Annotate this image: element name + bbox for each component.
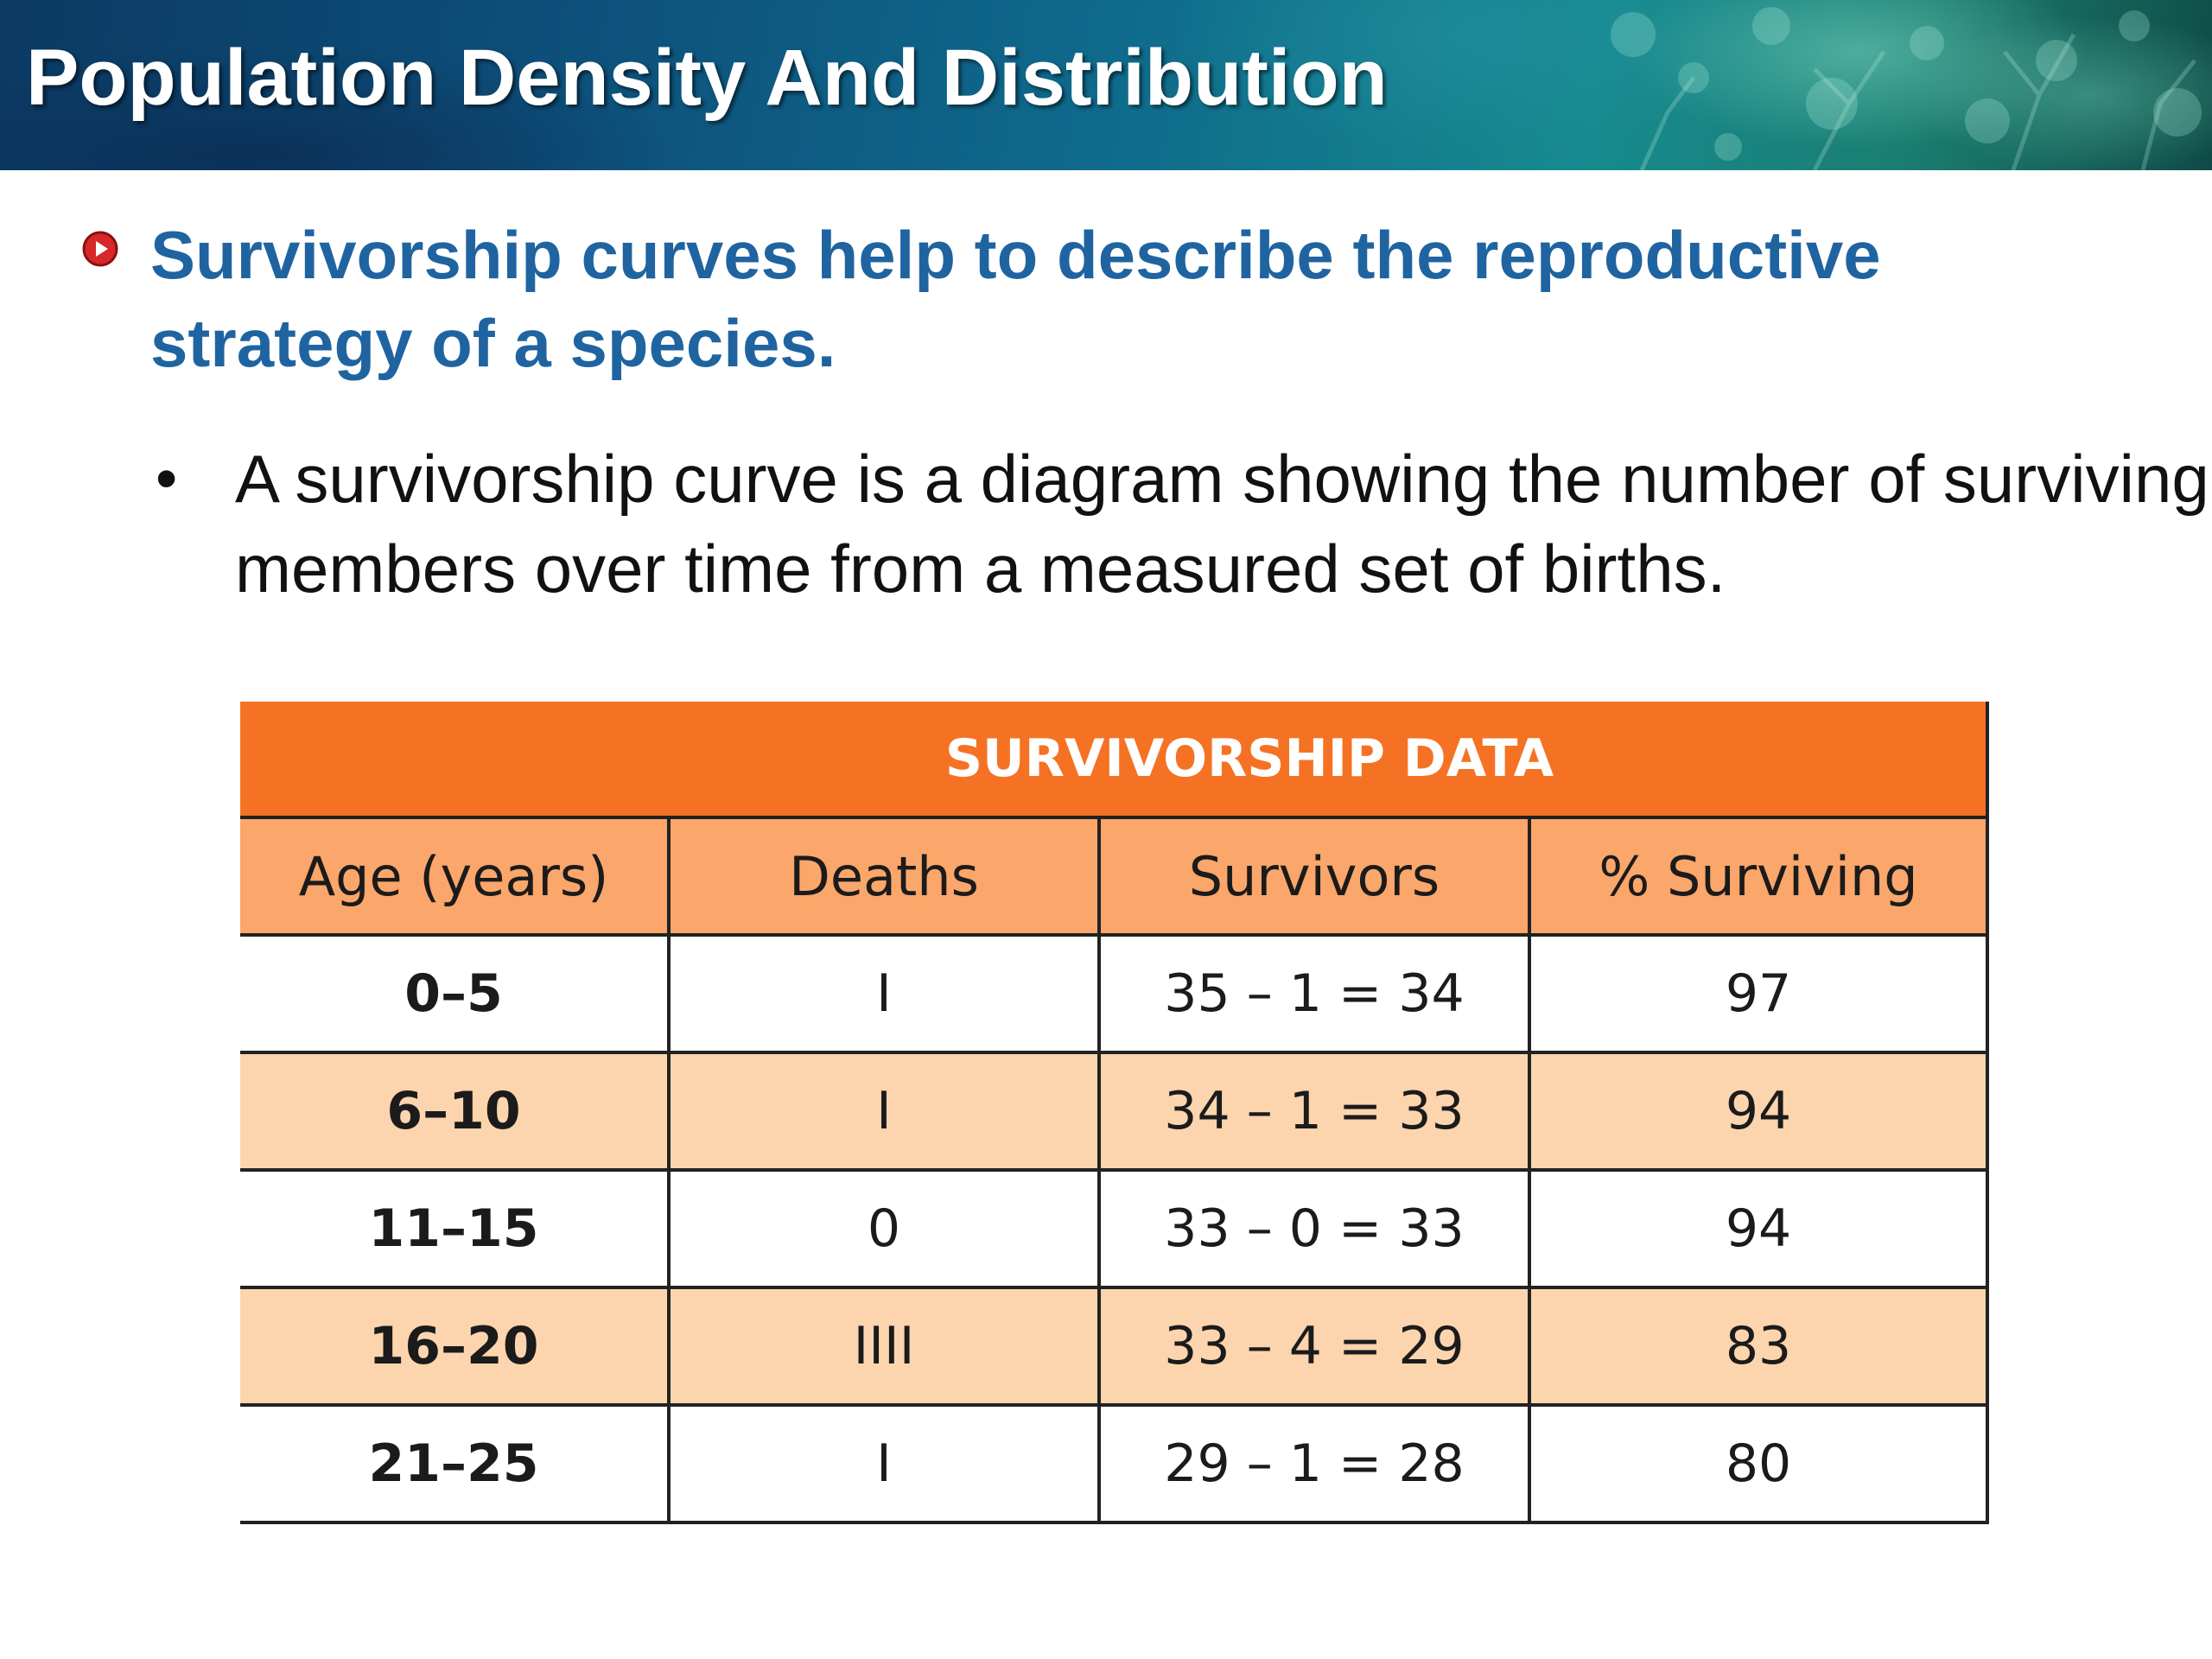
percent-surviving-cell: 94 — [1529, 1052, 1990, 1172]
column-header-survivors: Survivors — [1099, 817, 1531, 937]
percent-surviving-cell: 97 — [1529, 935, 1990, 1054]
age-cell: 21–25 — [240, 1405, 671, 1524]
slide-title: Population Density And Distribution — [26, 34, 1388, 122]
survivors-cell: 33 – 4 = 29 — [1099, 1287, 1531, 1407]
column-header-age: Age (years) — [240, 817, 671, 937]
survivors-cell: 34 – 1 = 33 — [1099, 1052, 1531, 1172]
age-cell: 0–5 — [240, 935, 671, 1054]
table-row: 16–20 IIII 33 – 4 = 29 83 — [240, 1287, 1990, 1407]
deaths-cell: I — [669, 1052, 1101, 1172]
main-bullet-text: Survivorship curves help to describe the… — [150, 217, 1881, 381]
table-header-row: Age (years) Deaths Survivors % Surviving — [240, 817, 1990, 937]
survivors-cell: 29 – 1 = 28 — [1099, 1405, 1531, 1524]
table-row: 11–15 0 33 – 0 = 33 94 — [240, 1170, 1990, 1289]
sub-bullet-text: A survivorship curve is a diagram showin… — [235, 441, 2209, 607]
title-banner: Population Density And Distribution — [0, 0, 2212, 170]
column-header-percent-surviving: % Surviving — [1529, 817, 1990, 937]
deaths-cell: I — [669, 935, 1101, 1054]
bullet-dot-icon: • — [156, 444, 178, 513]
table-row: 6–10 I 34 – 1 = 33 94 — [240, 1052, 1990, 1172]
red-circle-arrow-icon — [82, 231, 118, 267]
deaths-cell: I — [669, 1405, 1101, 1524]
table-title: SURVIVORSHIP DATA — [240, 702, 1990, 819]
survivorship-table: SURVIVORSHIP DATA Age (years) Deaths Sur… — [240, 702, 1990, 1524]
coral-background-icon — [1611, 7, 2202, 170]
table-row: 0–5 I 35 – 1 = 34 97 — [240, 935, 1990, 1054]
table-row: 21–25 I 29 – 1 = 28 80 — [240, 1405, 1990, 1524]
age-cell: 16–20 — [240, 1287, 671, 1407]
table-title-row: SURVIVORSHIP DATA — [240, 702, 1990, 819]
percent-surviving-cell: 80 — [1529, 1405, 1990, 1524]
percent-surviving-cell: 83 — [1529, 1287, 1990, 1407]
column-header-deaths: Deaths — [669, 817, 1101, 937]
percent-surviving-cell: 94 — [1529, 1170, 1990, 1289]
age-cell: 6–10 — [240, 1052, 671, 1172]
survivors-cell: 35 – 1 = 34 — [1099, 935, 1531, 1054]
age-cell: 11–15 — [240, 1170, 671, 1289]
deaths-cell: 0 — [669, 1170, 1101, 1289]
survivors-cell: 33 – 0 = 33 — [1099, 1170, 1531, 1289]
deaths-cell: IIII — [669, 1287, 1101, 1407]
